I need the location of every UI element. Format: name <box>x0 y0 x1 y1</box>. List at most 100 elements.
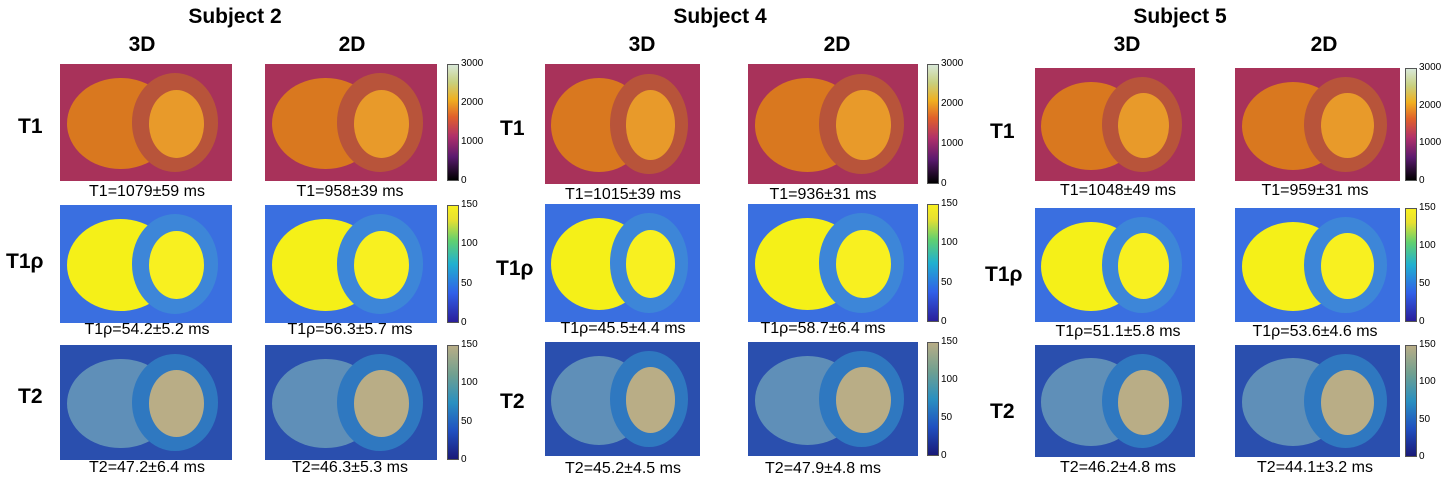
parametric-map <box>545 342 700 456</box>
measurement-caption: T1ρ=45.5±4.4 ms <box>560 320 686 337</box>
colorbar-tick-label: 0 <box>941 450 947 461</box>
colorbar <box>927 204 939 322</box>
column-header: 2D <box>1310 33 1338 56</box>
parametric-map <box>1035 345 1195 457</box>
colorbar-tick-label: 0 <box>1419 451 1425 462</box>
ventricle-cavity <box>354 230 410 300</box>
measurement-caption: T1=959±31 ms <box>1261 182 1369 199</box>
colorbar <box>447 64 459 181</box>
ventricle-cavity <box>1118 233 1170 300</box>
row-label: T1ρ <box>6 250 44 273</box>
ventricle-cavity <box>354 89 410 158</box>
row-label: T2 <box>18 385 43 408</box>
colorbar <box>927 342 939 456</box>
colorbar <box>1405 68 1417 181</box>
row-label: T1ρ <box>496 257 534 280</box>
measurement-caption: T1=1048±49 ms <box>1060 182 1176 199</box>
parametric-map <box>265 205 437 323</box>
parametric-map <box>545 64 700 184</box>
measurement-caption: T2=44.1±3.2 ms <box>1257 459 1373 476</box>
subject-title: Subject 4 <box>673 5 767 28</box>
ventricle-cavity <box>1118 92 1170 159</box>
measurement-caption: T2=47.2±6.4 ms <box>89 459 205 476</box>
measurement-caption: T2=45.2±4.5 ms <box>565 460 681 477</box>
colorbar-tick-label: 2000 <box>461 97 484 108</box>
parametric-map <box>748 64 918 184</box>
ventricle-cavity <box>625 229 676 299</box>
ventricle-cavity <box>836 229 891 299</box>
ventricle-cavity <box>1118 369 1170 435</box>
parametric-map <box>60 64 232 181</box>
colorbar-tick-label: 150 <box>1419 202 1436 213</box>
parametric-map <box>1235 68 1400 181</box>
colorbar <box>1405 208 1417 322</box>
parametric-map <box>1035 208 1195 322</box>
colorbar-tick-label: 50 <box>461 277 473 289</box>
ventricle-cavity <box>1320 92 1374 159</box>
parametric-map <box>545 204 700 322</box>
parametric-map <box>1235 345 1400 457</box>
ventricle-cavity <box>149 230 205 300</box>
row-label: T2 <box>990 400 1015 423</box>
measurement-caption: T1=936±31 ms <box>769 186 877 203</box>
column-header: 2D <box>338 33 366 56</box>
measurement-caption: T1ρ=51.1±5.8 ms <box>1055 323 1181 340</box>
ventricle-cavity <box>836 367 891 434</box>
colorbar-tick-label: 100 <box>941 237 958 249</box>
colorbar-tick-label: 150 <box>1419 339 1436 350</box>
column-header: 3D <box>128 33 156 56</box>
colorbar <box>927 64 939 184</box>
measurement-caption: T1ρ=56.3±5.7 ms <box>287 321 413 338</box>
ventricle-cavity <box>354 370 410 437</box>
column-header: 2D <box>823 33 851 56</box>
colorbar <box>447 345 459 460</box>
measurement-caption: T2=46.2±4.8 ms <box>1060 459 1176 476</box>
colorbar-tick-label: 150 <box>461 339 478 350</box>
colorbar-tick-label: 2000 <box>1419 99 1442 111</box>
column-header: 3D <box>1113 33 1141 56</box>
colorbar-tick-label: 150 <box>941 336 958 347</box>
parametric-map <box>1235 208 1400 322</box>
colorbar-tick-label: 0 <box>941 316 947 327</box>
measurement-caption: T1=958±39 ms <box>296 183 404 200</box>
subject-title: Subject 5 <box>1133 5 1227 28</box>
colorbar-tick-label: 0 <box>461 317 467 328</box>
parametric-map <box>748 342 918 456</box>
colorbar-tick-label: 1000 <box>1419 137 1442 149</box>
parametric-map <box>748 204 918 322</box>
colorbar-tick-label: 3000 <box>461 58 484 69</box>
row-label: T1 <box>500 117 525 140</box>
row-label: T1 <box>990 120 1015 143</box>
colorbar-tick-label: 50 <box>1419 413 1431 425</box>
ventricle-cavity <box>625 90 676 160</box>
ventricle-cavity <box>836 90 891 160</box>
parametric-map <box>1035 68 1195 181</box>
parametric-map <box>265 345 437 460</box>
colorbar-tick-label: 50 <box>461 415 473 427</box>
colorbar-tick-label: 100 <box>1419 240 1436 251</box>
colorbar-tick-label: 50 <box>941 412 953 423</box>
colorbar <box>1405 345 1417 457</box>
parametric-map <box>60 205 232 323</box>
colorbar-tick-label: 0 <box>461 454 467 465</box>
row-label: T1ρ <box>985 263 1023 286</box>
measurement-caption: T1=1015±39 ms <box>565 186 681 203</box>
colorbar-tick-label: 0 <box>461 175 467 186</box>
colorbar-tick-label: 150 <box>461 199 478 210</box>
measurement-caption: T1ρ=58.7±6.4 ms <box>760 320 886 337</box>
colorbar-tick-label: 3000 <box>941 58 964 69</box>
colorbar-tick-label: 100 <box>1419 376 1436 388</box>
subject-title: Subject 2 <box>188 5 282 28</box>
measurement-caption: T2=47.9±4.8 ms <box>765 460 881 477</box>
colorbar <box>447 205 459 323</box>
column-header: 3D <box>628 33 656 56</box>
row-label: T1 <box>18 115 43 138</box>
colorbar-tick-label: 100 <box>461 377 478 389</box>
ventricle-cavity <box>1320 369 1374 435</box>
measurement-caption: T1ρ=53.6±4.6 ms <box>1252 323 1378 340</box>
row-label: T2 <box>500 390 525 413</box>
parametric-map <box>60 345 232 460</box>
ventricle-cavity <box>149 370 205 437</box>
measurement-caption: T2=46.3±5.3 ms <box>292 459 408 476</box>
colorbar-tick-label: 3000 <box>1419 62 1442 73</box>
